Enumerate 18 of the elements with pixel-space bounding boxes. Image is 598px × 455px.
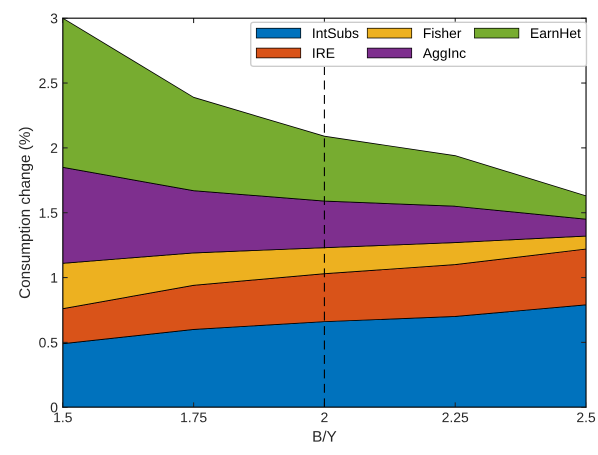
legend-label: IRE: [313, 48, 334, 58]
x-axis-title: B/Y: [313, 430, 336, 442]
y-tick-label: 0: [50, 402, 58, 412]
x-tick-label: 2: [321, 412, 328, 422]
y-tick-label: 2.5: [39, 78, 58, 88]
y-tick-label: 1.5: [40, 208, 58, 218]
x-tick-label: 2.5: [577, 412, 596, 422]
x-tick-label: 2.25: [442, 412, 468, 422]
y-tick-label: 0.5: [39, 338, 58, 348]
y-tick-label: 1: [51, 273, 58, 283]
legend-label: IntSubs: [313, 28, 358, 38]
y-axis-title: Consumption change (%): [18, 127, 34, 298]
legend-label: Fisher: [424, 28, 462, 38]
y-tick-label: 2: [50, 143, 58, 153]
y-tick-label: 3: [50, 14, 58, 24]
legend-label: AggInc: [422, 48, 466, 61]
x-tick-label: 1.75: [181, 412, 207, 422]
legend-label: EarnHet: [531, 28, 581, 38]
